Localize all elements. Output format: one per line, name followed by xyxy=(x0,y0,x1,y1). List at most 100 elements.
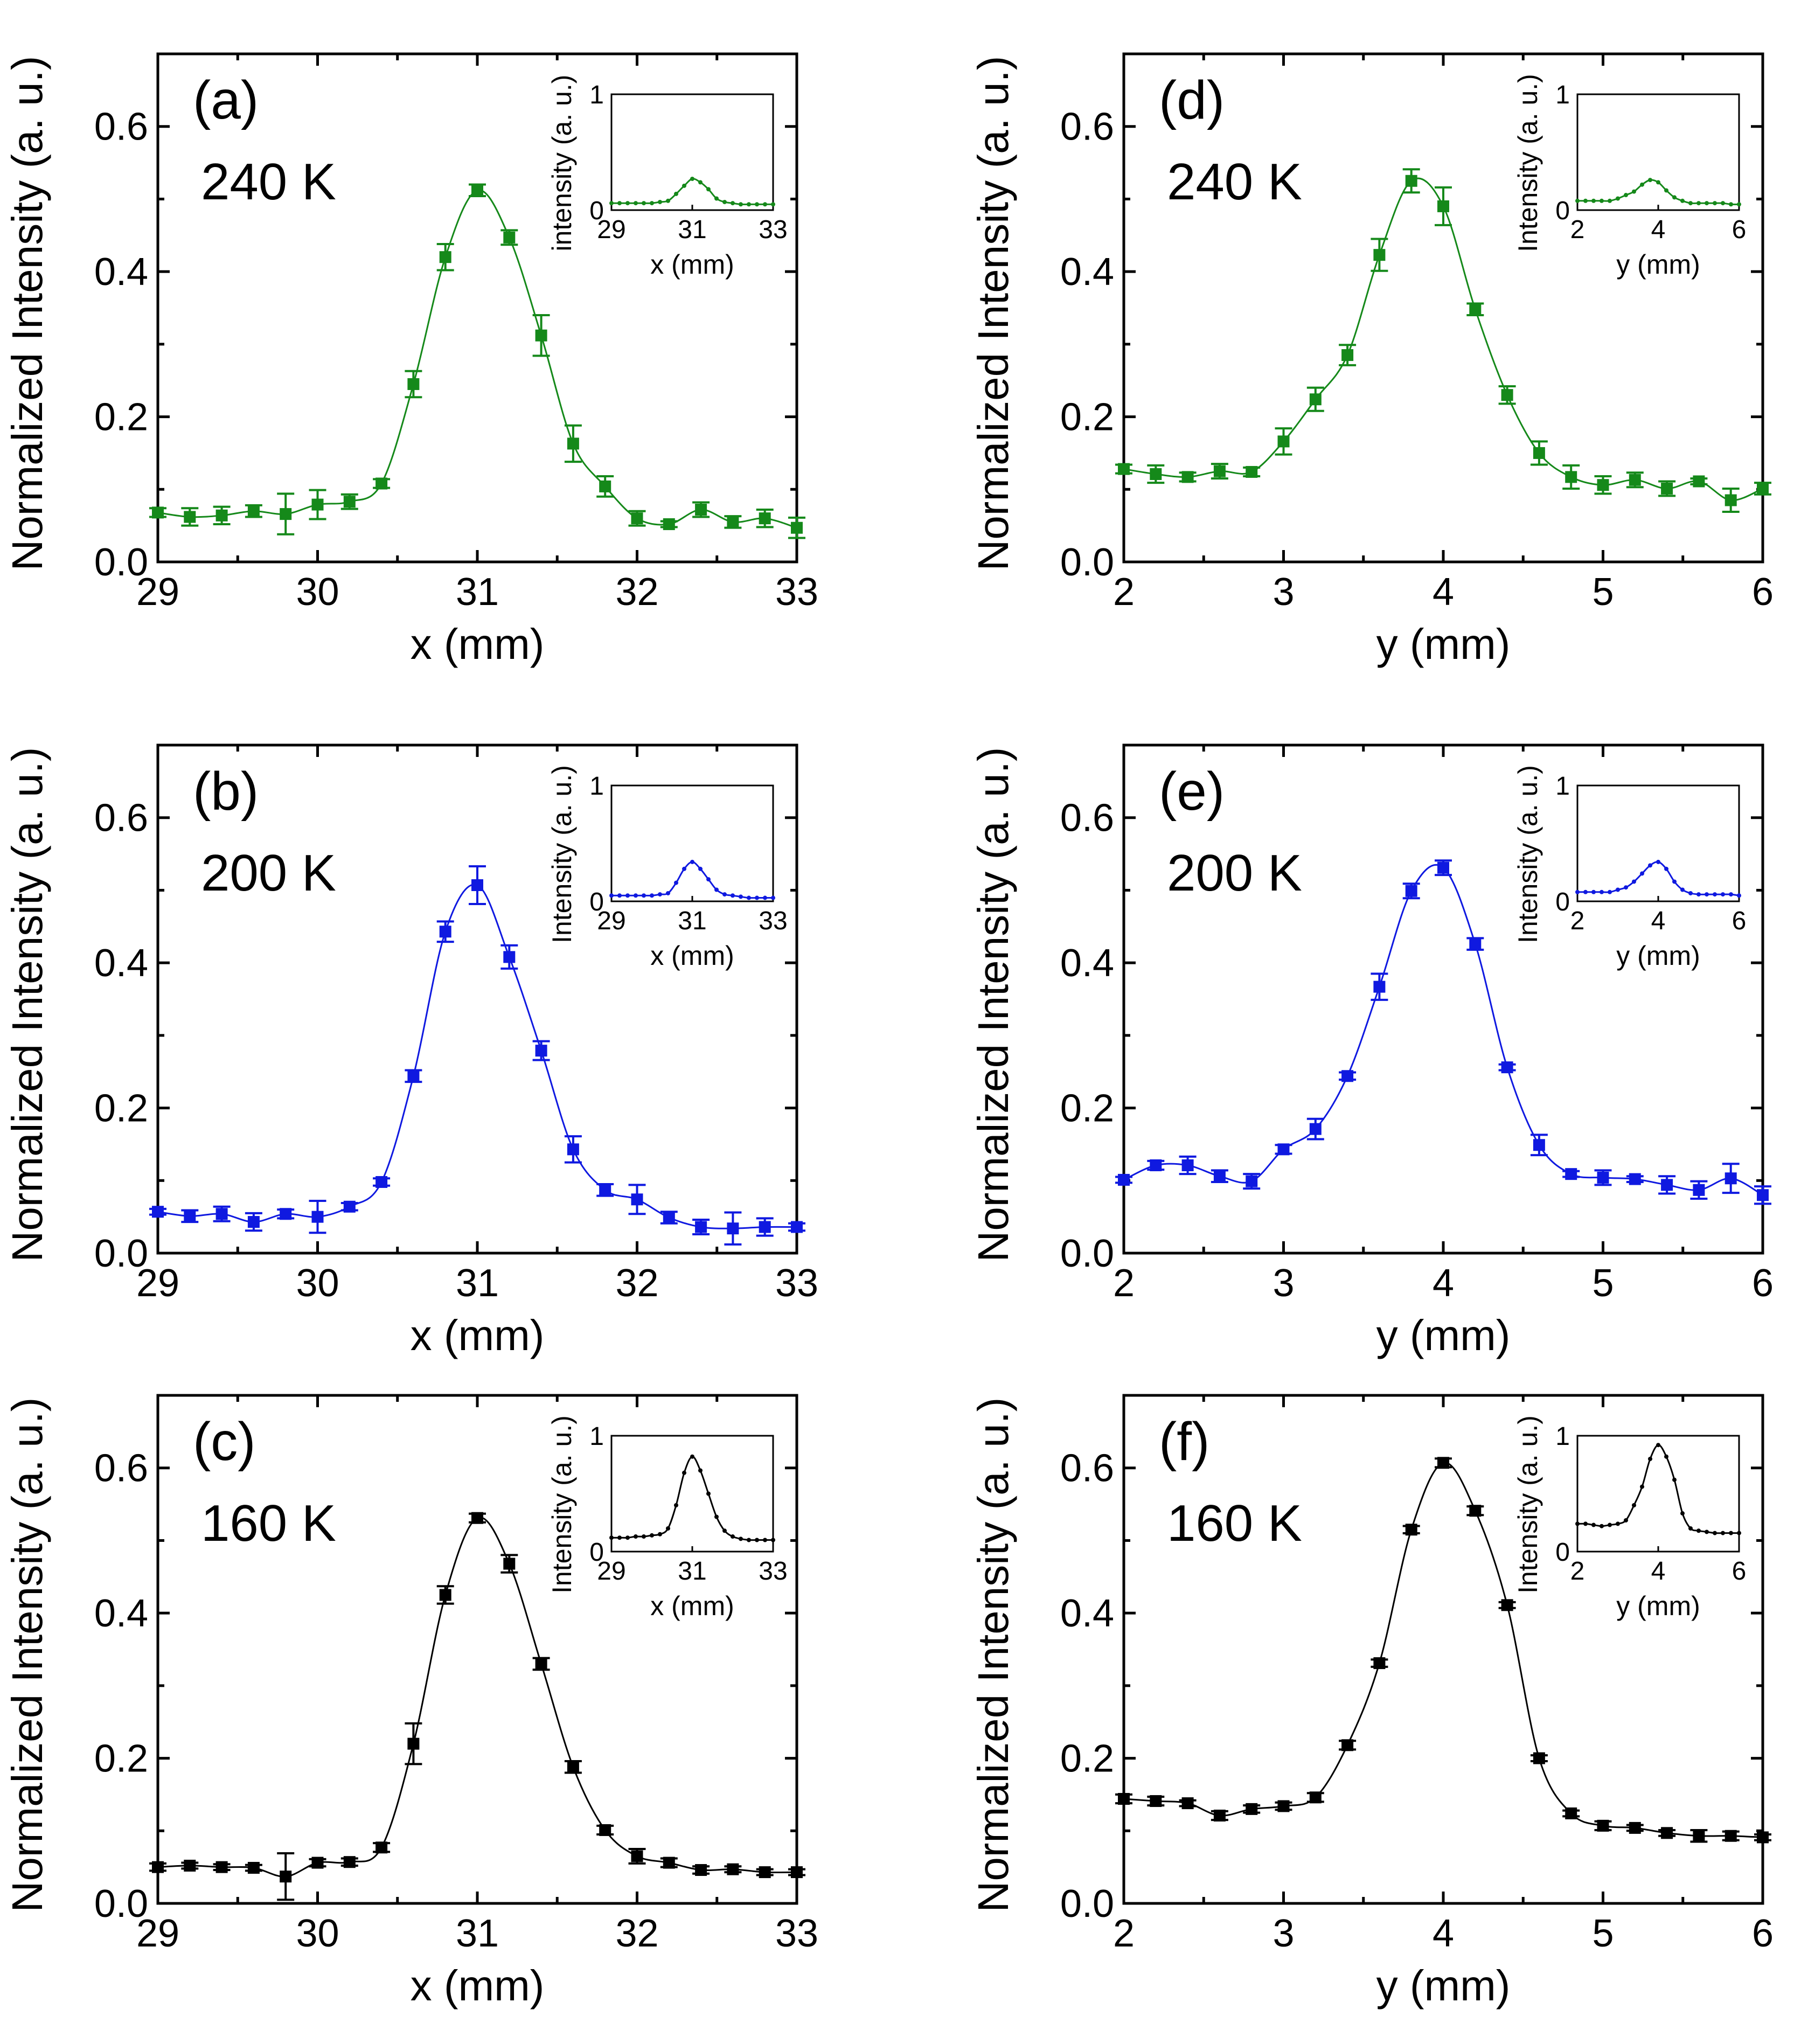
inset-point xyxy=(634,893,638,898)
inset-point xyxy=(722,1528,727,1533)
inset-y-tick-label: 1 xyxy=(1555,772,1570,801)
y-tick-label: 0.0 xyxy=(1060,541,1114,584)
data-point xyxy=(759,1866,771,1879)
y-tick-label: 0.0 xyxy=(94,1232,148,1275)
inset-y-tick-label: 0 xyxy=(1555,197,1570,225)
data-point xyxy=(471,1512,483,1524)
inset-point xyxy=(625,201,630,206)
inset-point xyxy=(1680,198,1685,203)
x-tick-label: 4 xyxy=(1433,1912,1454,1955)
y-axis-label: Normalized Intensity (a. u.) xyxy=(3,1398,51,1913)
inset-point xyxy=(739,202,743,207)
inset-point xyxy=(666,891,670,895)
inset-point xyxy=(731,201,735,206)
inset-y-axis-label: Intensity (a. u.) xyxy=(547,765,577,943)
data-point xyxy=(727,1863,739,1875)
y-tick-label: 0.6 xyxy=(1060,106,1114,149)
data-point xyxy=(1597,479,1609,491)
inset-point xyxy=(1640,871,1644,876)
x-tick-label: 4 xyxy=(1433,1262,1454,1305)
data-point xyxy=(407,1070,420,1082)
inset-x-tick-label: 2 xyxy=(1570,215,1585,244)
inset-point xyxy=(617,893,622,898)
inset-x-tick-label: 33 xyxy=(759,1557,787,1586)
inset-point xyxy=(650,893,654,898)
data-point xyxy=(1213,1809,1226,1821)
y-tick-label: 0.0 xyxy=(1060,1882,1114,1925)
inset-frame xyxy=(610,784,774,902)
inset-point xyxy=(625,1535,630,1540)
x-tick-label: 3 xyxy=(1273,1912,1294,1955)
x-tick-label: 32 xyxy=(615,1912,658,1955)
data-point xyxy=(1309,1791,1322,1804)
data-point xyxy=(1309,393,1322,406)
inset-point xyxy=(1632,1503,1636,1507)
inset-point xyxy=(658,199,662,204)
x-tick-label: 31 xyxy=(456,571,499,614)
data-point xyxy=(1661,1179,1673,1191)
inset-point xyxy=(739,1537,743,1541)
data-point xyxy=(503,951,516,963)
data-point xyxy=(247,505,260,517)
inset-y-tick-label: 1 xyxy=(589,81,604,109)
x-tick-label: 6 xyxy=(1752,1262,1774,1305)
data-point xyxy=(1246,465,1258,478)
data-point xyxy=(247,1861,260,1874)
y-tick-label: 0.4 xyxy=(1060,1592,1114,1635)
y-tick-label: 0.6 xyxy=(94,1447,148,1490)
data-point xyxy=(1597,1171,1609,1184)
inset-point xyxy=(1680,887,1685,892)
data-point xyxy=(247,1216,260,1228)
inset-point xyxy=(1648,863,1652,868)
inset-point xyxy=(674,191,678,196)
inset-x-tick-label: 29 xyxy=(597,215,625,244)
data-point xyxy=(695,504,707,516)
inset-point xyxy=(1608,1522,1612,1527)
inset-point xyxy=(1656,859,1660,864)
inset-point xyxy=(1737,893,1741,898)
inset-point xyxy=(1583,1521,1588,1526)
inset-point xyxy=(1721,892,1725,897)
data-point xyxy=(376,1176,388,1188)
y-axis-label: Normalized Intensity (a. u.) xyxy=(3,747,51,1262)
inset-x-tick-label: 2 xyxy=(1570,907,1585,935)
inset-point xyxy=(1575,889,1580,894)
x-axis-label: x (mm) xyxy=(411,1311,545,1359)
x-tick-label: 4 xyxy=(1433,571,1454,614)
inset-point xyxy=(1624,1518,1628,1522)
inset-point xyxy=(1600,1524,1604,1528)
data-point xyxy=(184,1859,196,1872)
y-tick-label: 0.6 xyxy=(1060,797,1114,840)
inset-point xyxy=(1705,201,1709,206)
x-axis-label: y (mm) xyxy=(1376,620,1511,668)
inset-point xyxy=(634,201,638,206)
inset-point xyxy=(1713,892,1717,897)
inset: 29 31 33 0 1 x (mm) Intensity (a. u.) xyxy=(547,765,788,971)
inset: 2 4 6 0 1 y (mm) Intensity (a. u.) xyxy=(1513,74,1746,280)
inset-point xyxy=(714,1514,719,1519)
data-point xyxy=(567,437,579,450)
data-point xyxy=(1277,1143,1290,1156)
data-point xyxy=(1373,981,1386,993)
inset-point xyxy=(1672,195,1677,200)
data-point xyxy=(631,1850,643,1862)
inset-point xyxy=(1656,180,1660,185)
data-point xyxy=(535,1045,547,1057)
data-point xyxy=(1757,1189,1769,1201)
data-point xyxy=(311,1857,324,1869)
inset-point xyxy=(658,892,662,897)
data-point xyxy=(439,926,451,938)
inset-x-tick-label: 6 xyxy=(1732,215,1747,244)
inset-point xyxy=(771,202,775,207)
x-tick-label: 3 xyxy=(1273,1262,1294,1305)
inset-point xyxy=(1688,891,1693,895)
data-point xyxy=(1757,482,1769,495)
data-point xyxy=(1629,1173,1641,1185)
inset-point xyxy=(682,866,686,871)
data-point xyxy=(471,879,483,891)
inset-point xyxy=(1696,892,1701,897)
y-tick-label: 0.0 xyxy=(1060,1232,1114,1275)
inset-point xyxy=(1583,198,1588,203)
inset-point xyxy=(1616,887,1620,892)
inset-x-tick-label: 4 xyxy=(1651,907,1666,935)
